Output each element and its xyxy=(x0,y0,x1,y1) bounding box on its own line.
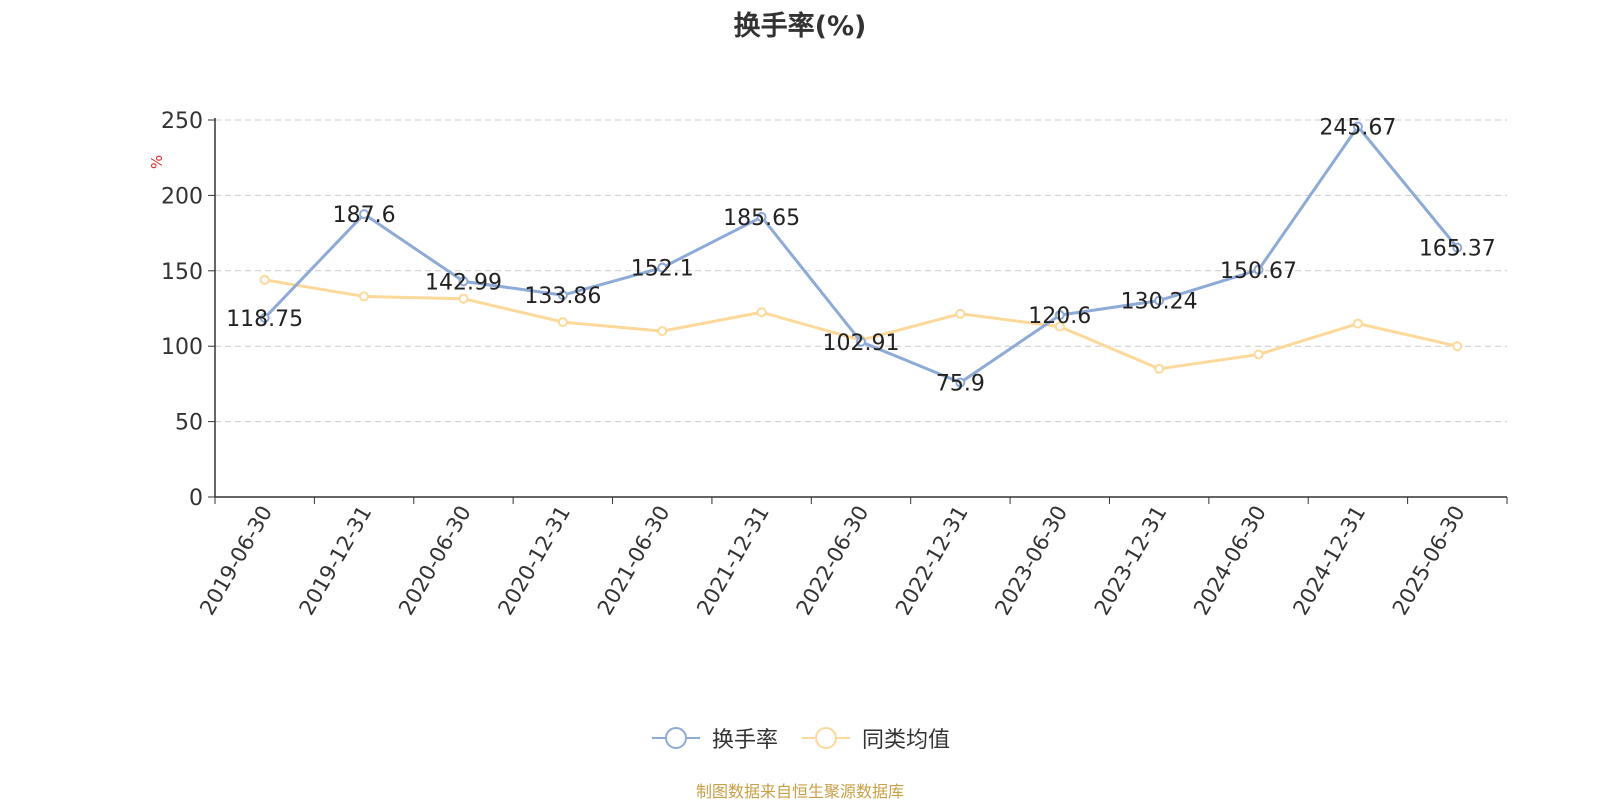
data-point xyxy=(955,377,966,388)
data-point xyxy=(955,308,966,319)
data-point xyxy=(259,274,270,285)
data-point xyxy=(1054,321,1065,332)
legend: 换手率 同类均值 xyxy=(0,722,1600,754)
data-point xyxy=(359,209,370,220)
data-label: 133.86 xyxy=(524,284,601,309)
data-labels: 118.75 187.6 142.99 133.86 152.1 185.65 102.91… xyxy=(226,116,1496,397)
x-tick-label: 2022-06-30 xyxy=(792,502,874,620)
x-tick-label: 2021-06-30 xyxy=(593,502,675,620)
data-label: 185.65 xyxy=(723,206,800,231)
x-tick-label: 2020-12-31 xyxy=(493,502,575,620)
x-tick-label: 2024-12-31 xyxy=(1288,502,1370,620)
legend-label-turnover: 换手率 xyxy=(711,728,778,753)
x-tick-label: 2019-12-31 xyxy=(295,502,377,620)
data-point xyxy=(1253,264,1264,275)
data-point xyxy=(259,312,270,323)
source-note: 制图数据来自恒生聚源数据库 xyxy=(695,782,904,801)
legend-item-peer-average[interactable]: 同类均值 xyxy=(800,722,950,754)
data-point xyxy=(1054,310,1065,321)
y-tick-label: 200 xyxy=(161,184,203,209)
y-tick-label: 150 xyxy=(161,260,203,285)
series xyxy=(259,121,1463,388)
data-label: 118.75 xyxy=(226,307,303,332)
y-tick-label: 100 xyxy=(161,335,203,360)
x-tick-label: 2019-06-30 xyxy=(195,502,277,620)
y-tick-label: 250 xyxy=(161,109,203,134)
legend-label-peer-average: 同类均值 xyxy=(862,728,951,753)
data-point xyxy=(359,291,370,302)
data-point xyxy=(1452,242,1463,253)
data-point xyxy=(657,326,668,337)
data-point xyxy=(1253,349,1264,360)
data-point xyxy=(856,336,866,347)
data-point xyxy=(458,293,469,304)
data-label: 187.6 xyxy=(333,203,396,228)
data-point xyxy=(557,317,568,328)
data-label: 245.67 xyxy=(1319,116,1396,141)
x-tick-label: 2025-06-30 xyxy=(1388,502,1470,620)
data-point xyxy=(756,212,767,223)
legend-item-turnover[interactable]: 换手率 xyxy=(650,722,778,754)
data-point xyxy=(1352,121,1363,132)
data-label: 75.9 xyxy=(936,372,985,397)
legend-swatch-peer-average-icon xyxy=(802,727,850,749)
x-tick-label: 2024-06-30 xyxy=(1189,502,1271,620)
data-point xyxy=(1352,318,1363,329)
data-point xyxy=(1452,341,1463,352)
data-label: 165.37 xyxy=(1419,237,1496,262)
data-label: 130.24 xyxy=(1121,290,1198,315)
data-label: 152.1 xyxy=(631,257,694,282)
data-label: 102.91 xyxy=(823,331,900,356)
data-point xyxy=(458,276,469,287)
data-point xyxy=(1154,295,1165,306)
legend-swatch-turnover-icon xyxy=(651,727,700,749)
x-tick-label: 2021-12-31 xyxy=(692,502,774,620)
data-label: 120.6 xyxy=(1028,304,1091,329)
chart-title: 换手率(%) xyxy=(733,11,867,42)
y-tick-label: 50 xyxy=(175,411,203,436)
x-tick-label: 2023-12-31 xyxy=(1090,502,1172,620)
y-tick-label: 0 xyxy=(189,486,203,511)
x-tick-label: 2023-06-30 xyxy=(990,502,1072,620)
data-label: 150.67 xyxy=(1220,259,1297,284)
x-tick-label: 2022-12-31 xyxy=(891,502,973,620)
data-point xyxy=(1154,363,1165,374)
x-tick-label: 2020-06-30 xyxy=(394,502,476,620)
data-point xyxy=(557,290,568,301)
grid-lines xyxy=(215,119,1507,423)
data-point xyxy=(657,262,668,273)
y-axis-unit-label: % xyxy=(148,155,166,169)
data-label: 142.99 xyxy=(425,270,502,295)
data-point xyxy=(756,307,767,318)
